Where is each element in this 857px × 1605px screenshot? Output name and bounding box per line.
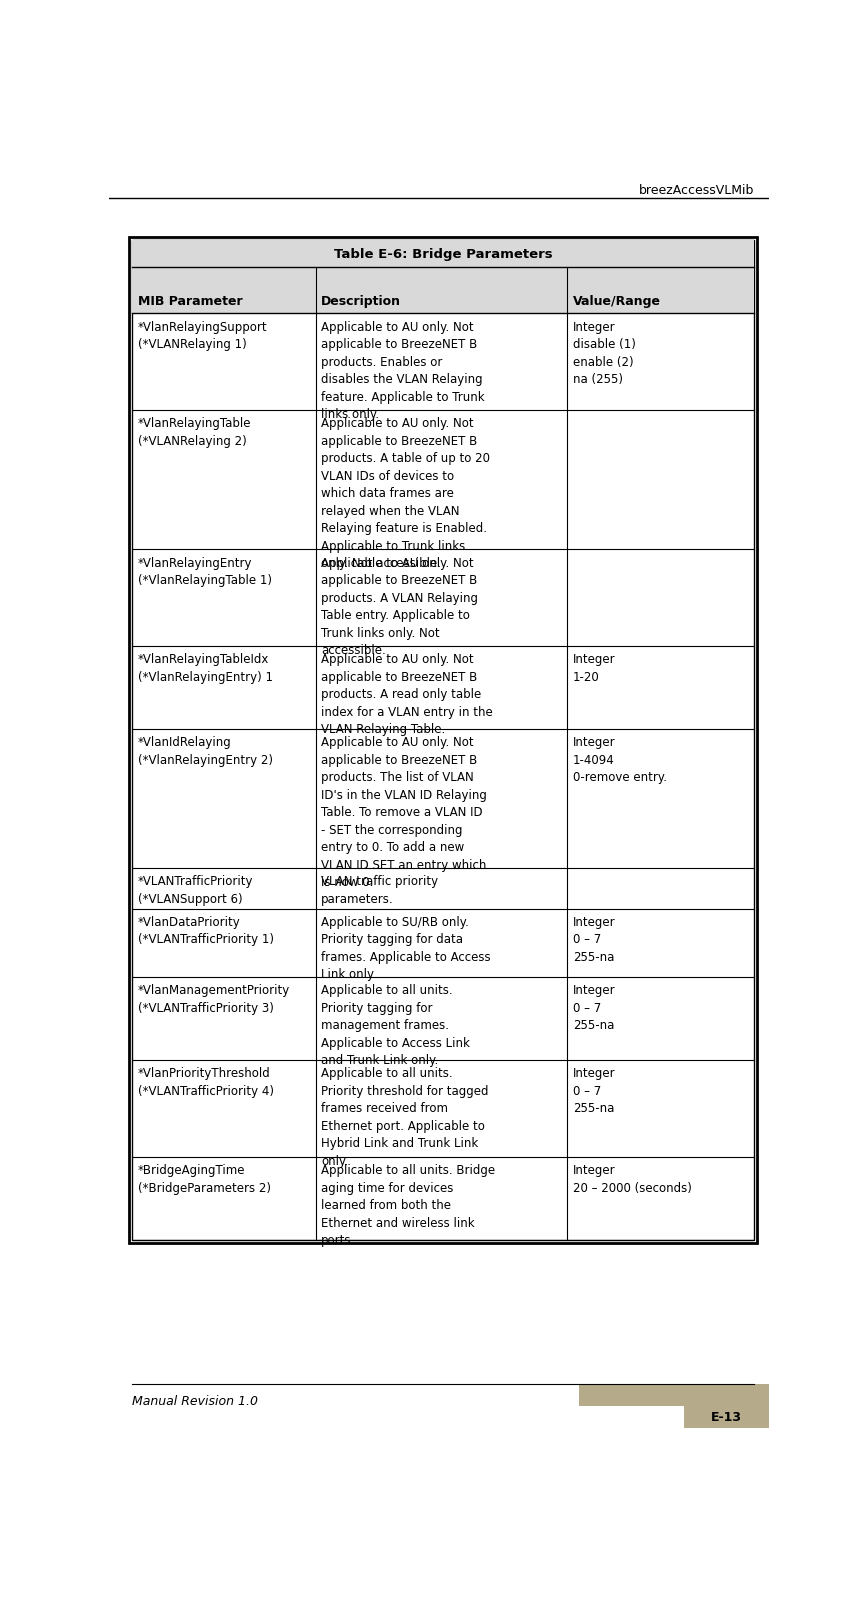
Text: Integer
1-4094
0-remove entry.: Integer 1-4094 0-remove entry. <box>572 735 667 783</box>
Text: Applicable to all units. Bridge
aging time for devices
learned from both the
Eth: Applicable to all units. Bridge aging ti… <box>321 1164 495 1247</box>
Text: *BridgeAgingTime
(*BridgeParameters 2): *BridgeAgingTime (*BridgeParameters 2) <box>138 1164 271 1194</box>
Text: MIB Parameter: MIB Parameter <box>138 295 243 308</box>
Text: Applicable to all units.
Priority threshold for tagged
frames received from
Ethe: Applicable to all units. Priority thresh… <box>321 1067 488 1167</box>
Bar <box>129 238 757 1242</box>
Text: Table E-6: Bridge Parameters: Table E-6: Bridge Parameters <box>333 249 553 262</box>
Bar <box>579 1406 684 1428</box>
Text: *VlanPriorityThreshold
(*VLANTrafficPriority 4): *VlanPriorityThreshold (*VLANTrafficPrio… <box>138 1067 273 1098</box>
Text: Applicable to AU only. Not
applicable to BreezeNET B
products. Enables or
disabl: Applicable to AU only. Not applicable to… <box>321 321 485 421</box>
Text: *VlanDataPriority
(*VLANTrafficPriority 1): *VlanDataPriority (*VLANTrafficPriority … <box>138 915 273 945</box>
Text: Applicable to AU only. Not
applicable to BreezeNET B
products. A read only table: Applicable to AU only. Not applicable to… <box>321 653 493 737</box>
Bar <box>132 241 754 1241</box>
Text: *VlanRelayingSupport
(*VLANRelaying 1): *VlanRelayingSupport (*VLANRelaying 1) <box>138 321 267 351</box>
Text: Value/Range: Value/Range <box>572 295 661 308</box>
Text: *VlanRelayingTableIdx
(*VlanRelayingEntry) 1: *VlanRelayingTableIdx (*VlanRelayingEntr… <box>138 653 273 684</box>
Text: Integer
0 – 7
255-na: Integer 0 – 7 255-na <box>572 1067 615 1114</box>
Text: E-13: E-13 <box>710 1411 742 1424</box>
Text: Integer
20 – 2000 (seconds): Integer 20 – 2000 (seconds) <box>572 1164 692 1194</box>
Bar <box>132 241 754 268</box>
Text: Integer
0 – 7
255-na: Integer 0 – 7 255-na <box>572 984 615 1032</box>
Text: Integer
0 – 7
255-na: Integer 0 – 7 255-na <box>572 915 615 963</box>
Bar <box>132 268 754 315</box>
Text: Applicable to AU only. Not
applicable to BreezeNET B
products. A table of up to : Applicable to AU only. Not applicable to… <box>321 417 490 570</box>
Text: Applicable to AU only. Not
applicable to BreezeNET B
products. The list of VLAN
: Applicable to AU only. Not applicable to… <box>321 735 487 889</box>
Text: breezAccessVLMib: breezAccessVLMib <box>638 183 754 196</box>
Text: *VLANTrafficPriority
(*VLANSupport 6): *VLANTrafficPriority (*VLANSupport 6) <box>138 875 254 905</box>
Text: *VlanRelayingEntry
(*VlanRelayingTable 1): *VlanRelayingEntry (*VlanRelayingTable 1… <box>138 557 272 587</box>
Text: Applicable to AU only. Not
applicable to BreezeNET B
products. A VLAN Relaying
T: Applicable to AU only. Not applicable to… <box>321 557 478 656</box>
Text: Description: Description <box>321 295 401 308</box>
Text: *VlanManagementPriority
(*VLANTrafficPriority 3): *VlanManagementPriority (*VLANTrafficPri… <box>138 984 290 1014</box>
Bar <box>579 1385 769 1428</box>
Text: *VlanRelayingTable
(*VLANRelaying 2): *VlanRelayingTable (*VLANRelaying 2) <box>138 417 251 448</box>
Text: Applicable to all units.
Priority tagging for
management frames.
Applicable to A: Applicable to all units. Priority taggin… <box>321 984 470 1067</box>
Text: Applicable to SU/RB only.
Priority tagging for data
frames. Applicable to Access: Applicable to SU/RB only. Priority taggi… <box>321 915 491 981</box>
Text: Integer
disable (1)
enable (2)
na (255): Integer disable (1) enable (2) na (255) <box>572 321 636 385</box>
Text: Integer
1-20: Integer 1-20 <box>572 653 615 684</box>
Text: *VlanIdRelaying
(*VlanRelayingEntry 2): *VlanIdRelaying (*VlanRelayingEntry 2) <box>138 735 273 766</box>
Text: VLAN traffic priority
parameters.: VLAN traffic priority parameters. <box>321 875 438 905</box>
Text: Manual Revision 1.0: Manual Revision 1.0 <box>132 1393 258 1408</box>
